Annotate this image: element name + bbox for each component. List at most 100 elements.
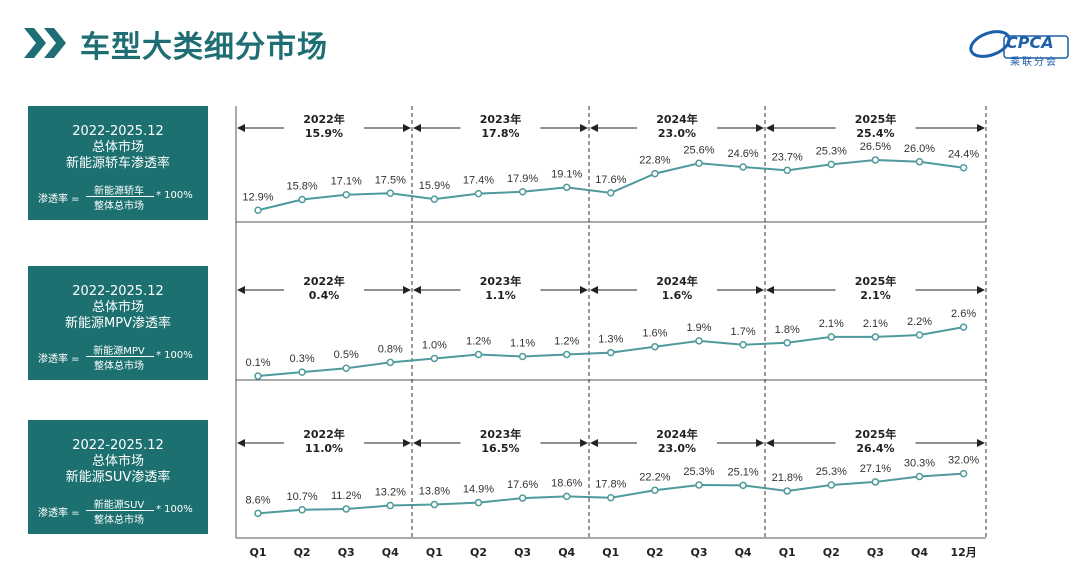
fraction-bar [86, 510, 154, 511]
data-point [607, 493, 615, 502]
data-point [518, 352, 527, 361]
data-label: 1.8% [775, 324, 800, 336]
data-point [915, 472, 924, 481]
year-average-value: 15.9% [305, 127, 343, 140]
year-label: 2025年 [855, 427, 897, 441]
x-tick-label: Q3 [514, 546, 531, 559]
panel-box-mpv: 2022-2025.12 总体市场 新能源MPV渗透率 渗透率 = 新能源MPV… [28, 266, 208, 380]
data-label: 25.3% [816, 145, 847, 157]
data-label: 1.2% [466, 336, 491, 348]
x-tick-label: Q2 [823, 546, 840, 559]
data-point [474, 189, 483, 198]
formula-lhs: 渗透率 = [38, 354, 80, 365]
data-label: 13.2% [375, 487, 406, 499]
data-label: 32.0% [948, 455, 979, 467]
year-average-value: 23.0% [658, 127, 696, 140]
data-label: 17.8% [595, 479, 626, 491]
data-label: 27.1% [860, 463, 891, 475]
box-metric: 新能源SUV渗透率 [65, 470, 171, 485]
year-average-value: 0.4% [309, 289, 340, 302]
formula-lhs: 渗透率 = [38, 194, 80, 205]
year-label: 2024年 [656, 427, 698, 441]
data-point [959, 323, 968, 331]
data-point [298, 506, 306, 514]
data-label: 10.7% [286, 491, 317, 503]
data-label: 1.3% [598, 334, 623, 346]
formula-denominator: 整体总市场 [94, 361, 144, 372]
formula-numerator: 新能源SUV [93, 500, 145, 511]
data-point [739, 341, 747, 349]
data-point [695, 337, 703, 345]
year-label: 2022年 [303, 274, 345, 288]
year-label: 2022年 [303, 112, 345, 126]
year-label: 2023年 [480, 274, 522, 288]
data-label: 24.4% [948, 149, 979, 161]
data-label: 12.9% [242, 191, 273, 203]
data-point [518, 188, 527, 196]
chevron-double-icon [24, 28, 66, 58]
data-label: 2.2% [907, 316, 932, 328]
data-label: 1.2% [554, 336, 579, 348]
data-label: 22.2% [639, 471, 670, 483]
data-label: 1.1% [510, 337, 535, 349]
data-label: 1.0% [422, 339, 447, 351]
data-point [783, 166, 791, 175]
data-point [783, 487, 791, 495]
data-label: 2.6% [951, 308, 976, 320]
data-label: 18.6% [551, 477, 582, 489]
data-point [607, 189, 615, 197]
data-point [430, 500, 439, 509]
data-point [871, 478, 880, 486]
data-point [298, 195, 306, 204]
x-tick-label: Q1 [426, 546, 443, 559]
data-point [827, 333, 836, 341]
data-label: 0.1% [245, 357, 270, 369]
panel-box-sedan: 2022-2025.12 总体市场 新能源轿车渗透率 渗透率 = 新能源轿车 整… [28, 106, 208, 220]
data-point [386, 358, 395, 367]
formula-denominator: 整体总市场 [94, 515, 144, 526]
data-point [386, 501, 395, 510]
formula-numerator: 新能源MPV [93, 346, 145, 357]
year-average-value: 26.4% [856, 442, 894, 455]
data-label: 26.5% [860, 141, 891, 153]
data-point [562, 492, 571, 501]
data-label: 15.9% [419, 180, 450, 192]
data-point [695, 481, 703, 489]
data-label: 25.1% [727, 466, 758, 478]
year-average-value: 1.6% [662, 289, 693, 302]
year-average-value: 23.0% [658, 442, 696, 455]
data-label: 25.3% [816, 466, 847, 478]
data-label: 14.9% [463, 484, 494, 496]
data-point [959, 469, 968, 478]
year-average-value: 17.8% [481, 127, 519, 140]
box-metric: 新能源MPV渗透率 [65, 316, 171, 331]
x-tick-label: Q1 [249, 546, 266, 559]
data-label: 23.7% [772, 151, 803, 163]
cpca-logo-icon [969, 30, 1069, 59]
data-point [651, 486, 659, 495]
data-point [254, 206, 262, 215]
data-label: 26.0% [904, 143, 935, 155]
year-average-value: 25.4% [856, 127, 894, 140]
data-point [474, 498, 483, 507]
x-tick-label: Q2 [294, 546, 311, 559]
data-label: 1.7% [731, 326, 756, 338]
data-point [827, 160, 836, 169]
formula: 渗透率 = 新能源SUV 整体总市场 * 100% [38, 496, 206, 526]
fraction-bar [86, 196, 154, 197]
year-label: 2022年 [303, 427, 345, 441]
data-label: 25.6% [683, 144, 714, 156]
data-point [959, 163, 968, 172]
year-label: 2025年 [855, 274, 897, 288]
x-tick-label: Q1 [779, 546, 796, 559]
x-tick-label: Q2 [646, 546, 663, 559]
data-point [915, 158, 924, 166]
data-label: 24.6% [727, 148, 758, 160]
data-point [739, 481, 747, 490]
formula-denominator: 整体总市场 [94, 201, 144, 212]
formula-lhs: 渗透率 = [38, 508, 80, 519]
formula-multiplier: * 100% [156, 350, 193, 361]
x-tick-label: Q4 [558, 546, 575, 559]
data-point [562, 350, 571, 359]
x-tick-label: Q4 [382, 546, 399, 559]
